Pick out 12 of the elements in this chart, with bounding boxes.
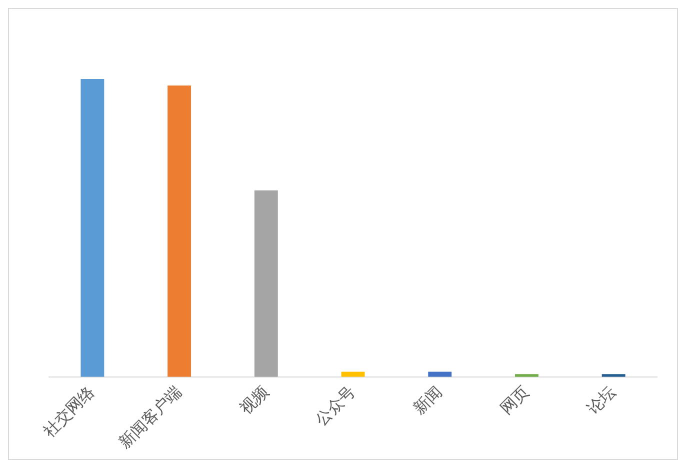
x-tick-label: 新闻客户端 bbox=[115, 382, 186, 452]
bar bbox=[254, 190, 278, 377]
x-tick-label: 新闻 bbox=[410, 382, 446, 418]
x-tick-label: 视频 bbox=[236, 382, 272, 418]
x-tick-label: 公众号 bbox=[311, 382, 359, 430]
bar bbox=[80, 79, 104, 377]
bar bbox=[168, 86, 192, 377]
x-tick-label: 论坛 bbox=[583, 382, 620, 418]
x-tick-label: 网页 bbox=[496, 382, 532, 418]
bar bbox=[602, 374, 626, 377]
x-tick-label: 社交网络 bbox=[40, 382, 98, 441]
bar bbox=[514, 374, 538, 377]
